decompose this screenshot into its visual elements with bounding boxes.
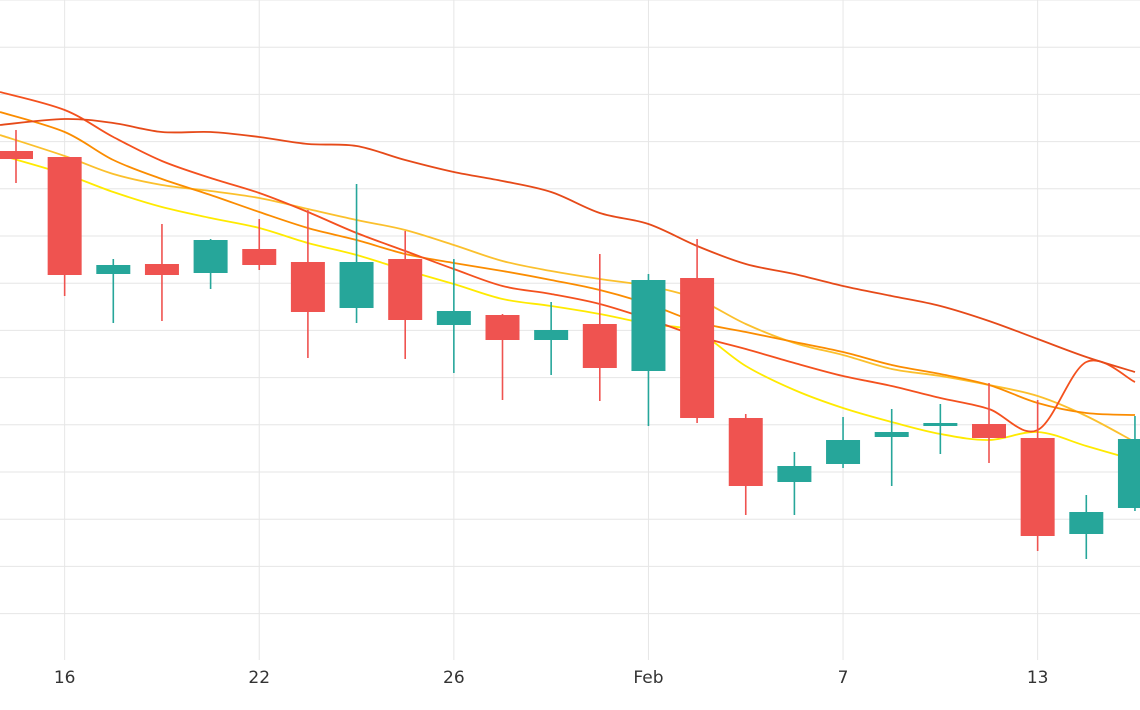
candle-body xyxy=(47,157,82,275)
candle xyxy=(826,417,861,468)
candle-body xyxy=(388,259,423,320)
moving-average-line-1 xyxy=(0,154,1136,461)
candle-body xyxy=(923,423,958,426)
candle xyxy=(534,302,569,375)
x-tick-label: 22 xyxy=(248,668,270,688)
moving-average-lines xyxy=(0,91,1136,461)
candle-body xyxy=(96,265,131,274)
candle xyxy=(1020,400,1055,551)
moving-average-line-4 xyxy=(0,91,1136,433)
candle-body xyxy=(0,151,33,159)
candle xyxy=(47,157,82,296)
x-tick-label: 16 xyxy=(54,668,76,688)
candle-body xyxy=(1020,438,1055,536)
candle-body xyxy=(436,311,471,325)
x-tick-label: 7 xyxy=(838,668,849,688)
candle xyxy=(1069,495,1104,559)
candle-body xyxy=(728,418,763,486)
candle xyxy=(1117,416,1140,511)
candles xyxy=(0,130,1140,559)
candle xyxy=(96,259,131,323)
candle xyxy=(874,409,909,486)
candle xyxy=(0,130,33,183)
candle xyxy=(680,239,715,423)
candle xyxy=(631,274,666,426)
x-tick-label: 13 xyxy=(1027,668,1049,688)
candle-body xyxy=(339,262,374,308)
candle-body xyxy=(680,278,715,418)
candle-body xyxy=(193,240,228,273)
candle-body xyxy=(242,249,277,265)
candle-body xyxy=(777,466,812,482)
x-tick-label: 26 xyxy=(443,668,465,688)
candle xyxy=(728,414,763,515)
moving-average-line-2 xyxy=(0,134,1136,443)
moving-average-line-3 xyxy=(0,111,1136,416)
candle xyxy=(485,314,520,400)
candle xyxy=(436,259,471,373)
candle-body xyxy=(826,440,861,464)
candle-body xyxy=(1117,439,1140,508)
candle xyxy=(193,239,228,289)
candle-body xyxy=(582,324,617,368)
candle xyxy=(923,404,958,454)
candle xyxy=(388,231,423,359)
candle-body xyxy=(1069,512,1104,534)
candle xyxy=(242,219,277,270)
candle xyxy=(144,224,179,321)
moving-average-line-5 xyxy=(0,118,1136,373)
candle-body xyxy=(631,280,666,371)
candle-body xyxy=(485,315,520,340)
candle xyxy=(777,452,812,515)
candle-body xyxy=(290,262,325,312)
horizontal-gridlines xyxy=(0,0,1140,615)
candle-body xyxy=(874,432,909,437)
candle xyxy=(290,210,325,358)
candle xyxy=(582,254,617,401)
candle-body xyxy=(972,424,1006,438)
x-tick-label: Feb xyxy=(633,668,663,688)
candle xyxy=(972,383,1006,463)
x-axis-tick-labels: 16 22 26 Feb 7 13 xyxy=(54,668,1049,688)
candle xyxy=(339,184,374,323)
candle-body xyxy=(534,330,569,340)
candle-body xyxy=(144,264,179,275)
